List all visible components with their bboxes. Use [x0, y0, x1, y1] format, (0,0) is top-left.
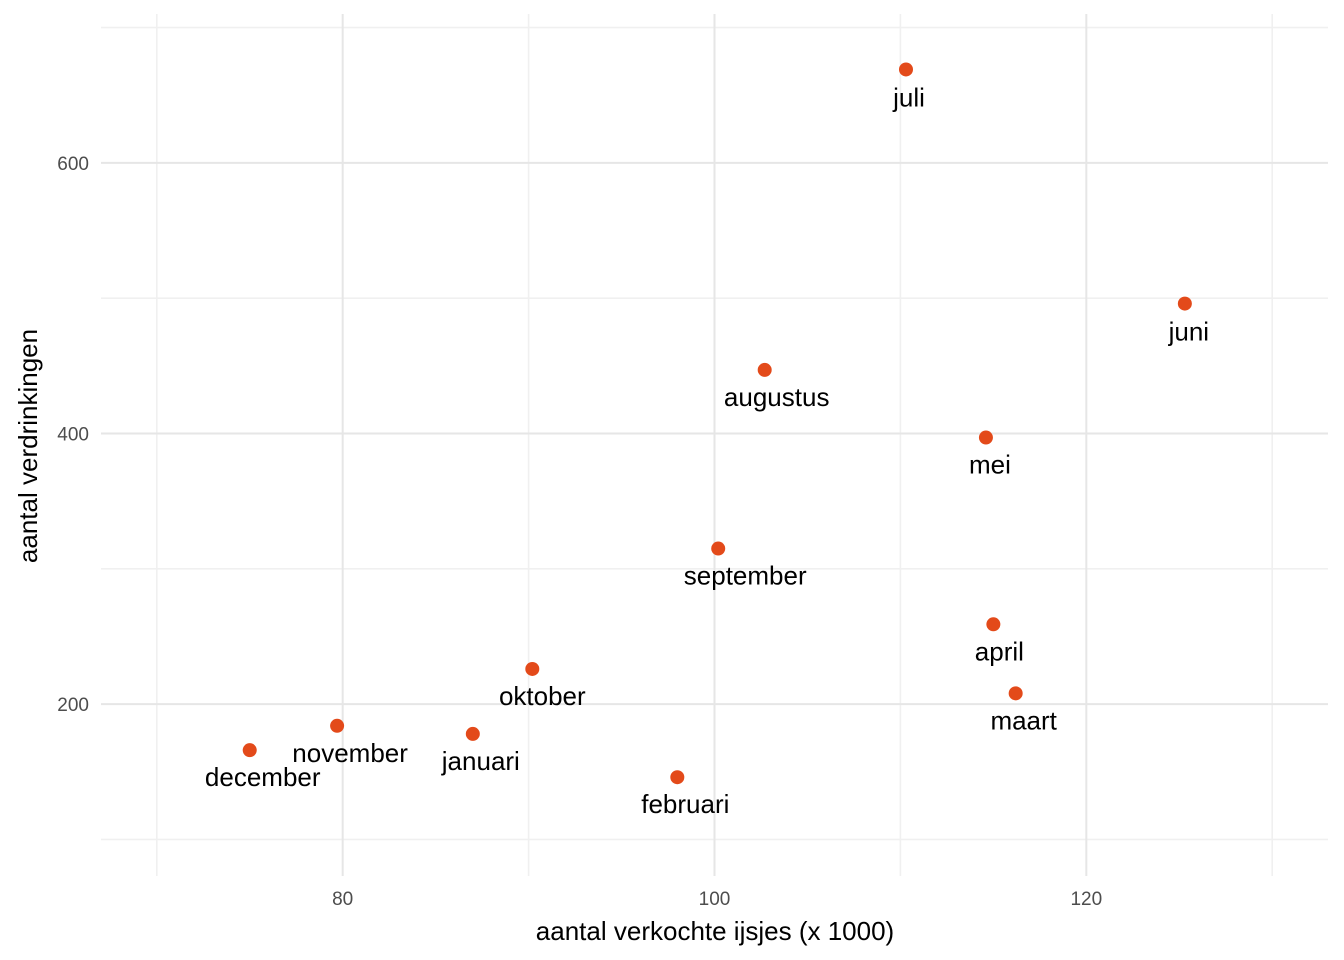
point-label: juli: [892, 82, 925, 112]
x-tick-label: 100: [699, 889, 731, 910]
point-label: april: [975, 636, 1024, 666]
data-point: [1008, 686, 1023, 701]
point-label: november: [292, 738, 408, 768]
x-axis-ticks: 80 100 120: [332, 889, 1102, 910]
data-point: [525, 661, 540, 676]
point-label: december: [205, 762, 321, 792]
data-point: [898, 62, 913, 77]
data-point: [757, 362, 772, 377]
y-tick-label: 200: [57, 695, 89, 716]
grid: [101, 14, 1328, 876]
point-label: augustus: [724, 382, 830, 412]
point-label: januari: [441, 746, 520, 776]
point-label: juni: [1168, 317, 1209, 347]
y-axis-title: aantal verdrinkingen: [13, 329, 43, 563]
data-point: [465, 726, 480, 741]
x-tick-label: 80: [332, 889, 353, 910]
data-point: [242, 743, 257, 758]
data-point: [330, 718, 345, 733]
data-point: [986, 617, 1001, 632]
data-points: [242, 62, 1192, 785]
point-label: september: [684, 561, 807, 591]
data-point: [978, 430, 993, 445]
x-axis-title: aantal verkochte ijsjes (x 1000): [536, 916, 894, 946]
point-label: mei: [969, 450, 1011, 480]
data-point: [670, 770, 685, 785]
data-point: [711, 541, 726, 556]
point-label: februari: [641, 789, 729, 819]
point-labels: januari februari maart april mei juni juli augu…: [205, 82, 1209, 819]
data-point: [1177, 296, 1192, 311]
y-tick-label: 400: [57, 424, 89, 445]
point-label: maart: [990, 705, 1057, 735]
point-label: oktober: [499, 681, 586, 711]
x-tick-label: 120: [1070, 889, 1102, 910]
y-tick-label: 600: [57, 154, 89, 175]
y-axis-ticks: 200 400 600: [57, 154, 89, 716]
